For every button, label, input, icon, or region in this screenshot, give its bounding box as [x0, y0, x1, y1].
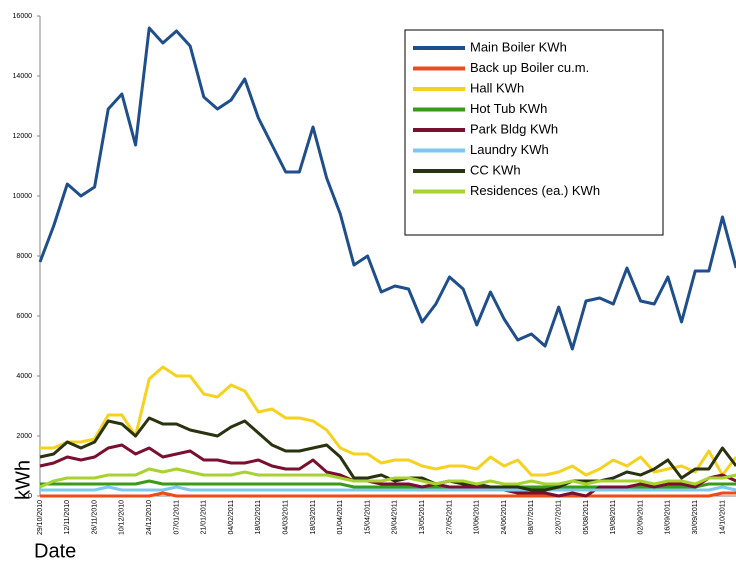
x-tick-label: 29/10/2010: [37, 500, 44, 535]
legend-label: Hot Tub KWh: [470, 101, 547, 116]
y-tick-label: 16000: [13, 13, 33, 20]
y-tick-label: 4000: [16, 373, 32, 380]
x-tick-label: 29/04/2011: [392, 500, 399, 535]
y-tick-label: 2000: [16, 433, 32, 440]
legend-box: [404, 29, 664, 236]
series-line: [40, 485, 736, 492]
x-tick-label: 04/03/2011: [283, 500, 290, 535]
x-tick-label: 07/01/2011: [173, 500, 180, 535]
y-tick-label: 12000: [13, 133, 33, 140]
legend-label: Back up Boiler cu.m.: [470, 60, 589, 75]
x-tick-label: 04/02/2011: [228, 500, 235, 535]
legend-label: Park Bldg KWh: [470, 121, 558, 136]
x-tick-label: 16/09/2011: [665, 500, 672, 535]
x-tick-label: 30/09/2011: [692, 500, 699, 535]
x-tick-label: 24/12/2010: [146, 500, 153, 535]
x-tick-label: 12/11/2010: [64, 500, 71, 535]
x-tick-label: 10/12/2010: [119, 500, 126, 535]
x-tick-label: 01/04/2011: [337, 500, 344, 535]
y-tick-label: 14000: [13, 73, 33, 80]
legend: Main Boiler KWh Back up Boiler cu.m. Hall …: [404, 29, 664, 236]
x-tick-label: 22/07/2011: [556, 500, 563, 535]
x-tick-label: 02/09/2011: [637, 500, 644, 535]
series-line: [39, 467, 736, 489]
legend-label: CC KWh: [470, 162, 521, 177]
x-tick-label: 19/08/2011: [610, 500, 617, 535]
series-line: [40, 491, 736, 498]
x-tick-label: 15/04/2011: [364, 500, 371, 535]
y-tick-label: 10000: [13, 193, 33, 200]
plot-area: [38, 26, 736, 498]
x-tick-label: 13/05/2011: [419, 500, 426, 535]
series-line: [40, 365, 736, 477]
series-line: [38, 26, 736, 351]
legend-label: Laundry KWh: [470, 142, 549, 157]
x-tick-label: 18/03/2011: [310, 500, 317, 535]
x-tick-label: 21/01/2011: [201, 500, 208, 535]
x-tick-label: 14/10/2011: [719, 500, 726, 535]
y-tick-label: 0: [28, 493, 32, 500]
x-tick-label: 24/06/2011: [501, 500, 508, 535]
x-tick-label: 26/11/2010: [91, 500, 98, 535]
legend-label: Hall KWh: [470, 80, 524, 95]
series-line: [39, 443, 736, 498]
x-tick-label: 18/02/2011: [255, 500, 262, 535]
legend-label: Main Boiler KWh: [470, 39, 567, 54]
y-tick-label: 6000: [16, 313, 32, 320]
x-tick-label: 27/05/2011: [446, 500, 453, 535]
x-tick-label: 10/06/2011: [474, 500, 481, 535]
y-axis-label: kWh: [12, 460, 34, 500]
x-tick-label: 08/07/2011: [528, 500, 535, 535]
x-axis-label: Date: [34, 540, 76, 562]
x-tick-label: 05/08/2011: [583, 500, 590, 535]
legend-label: Residences (ea.) KWh: [470, 183, 600, 198]
y-tick-label: 8000: [16, 253, 32, 260]
